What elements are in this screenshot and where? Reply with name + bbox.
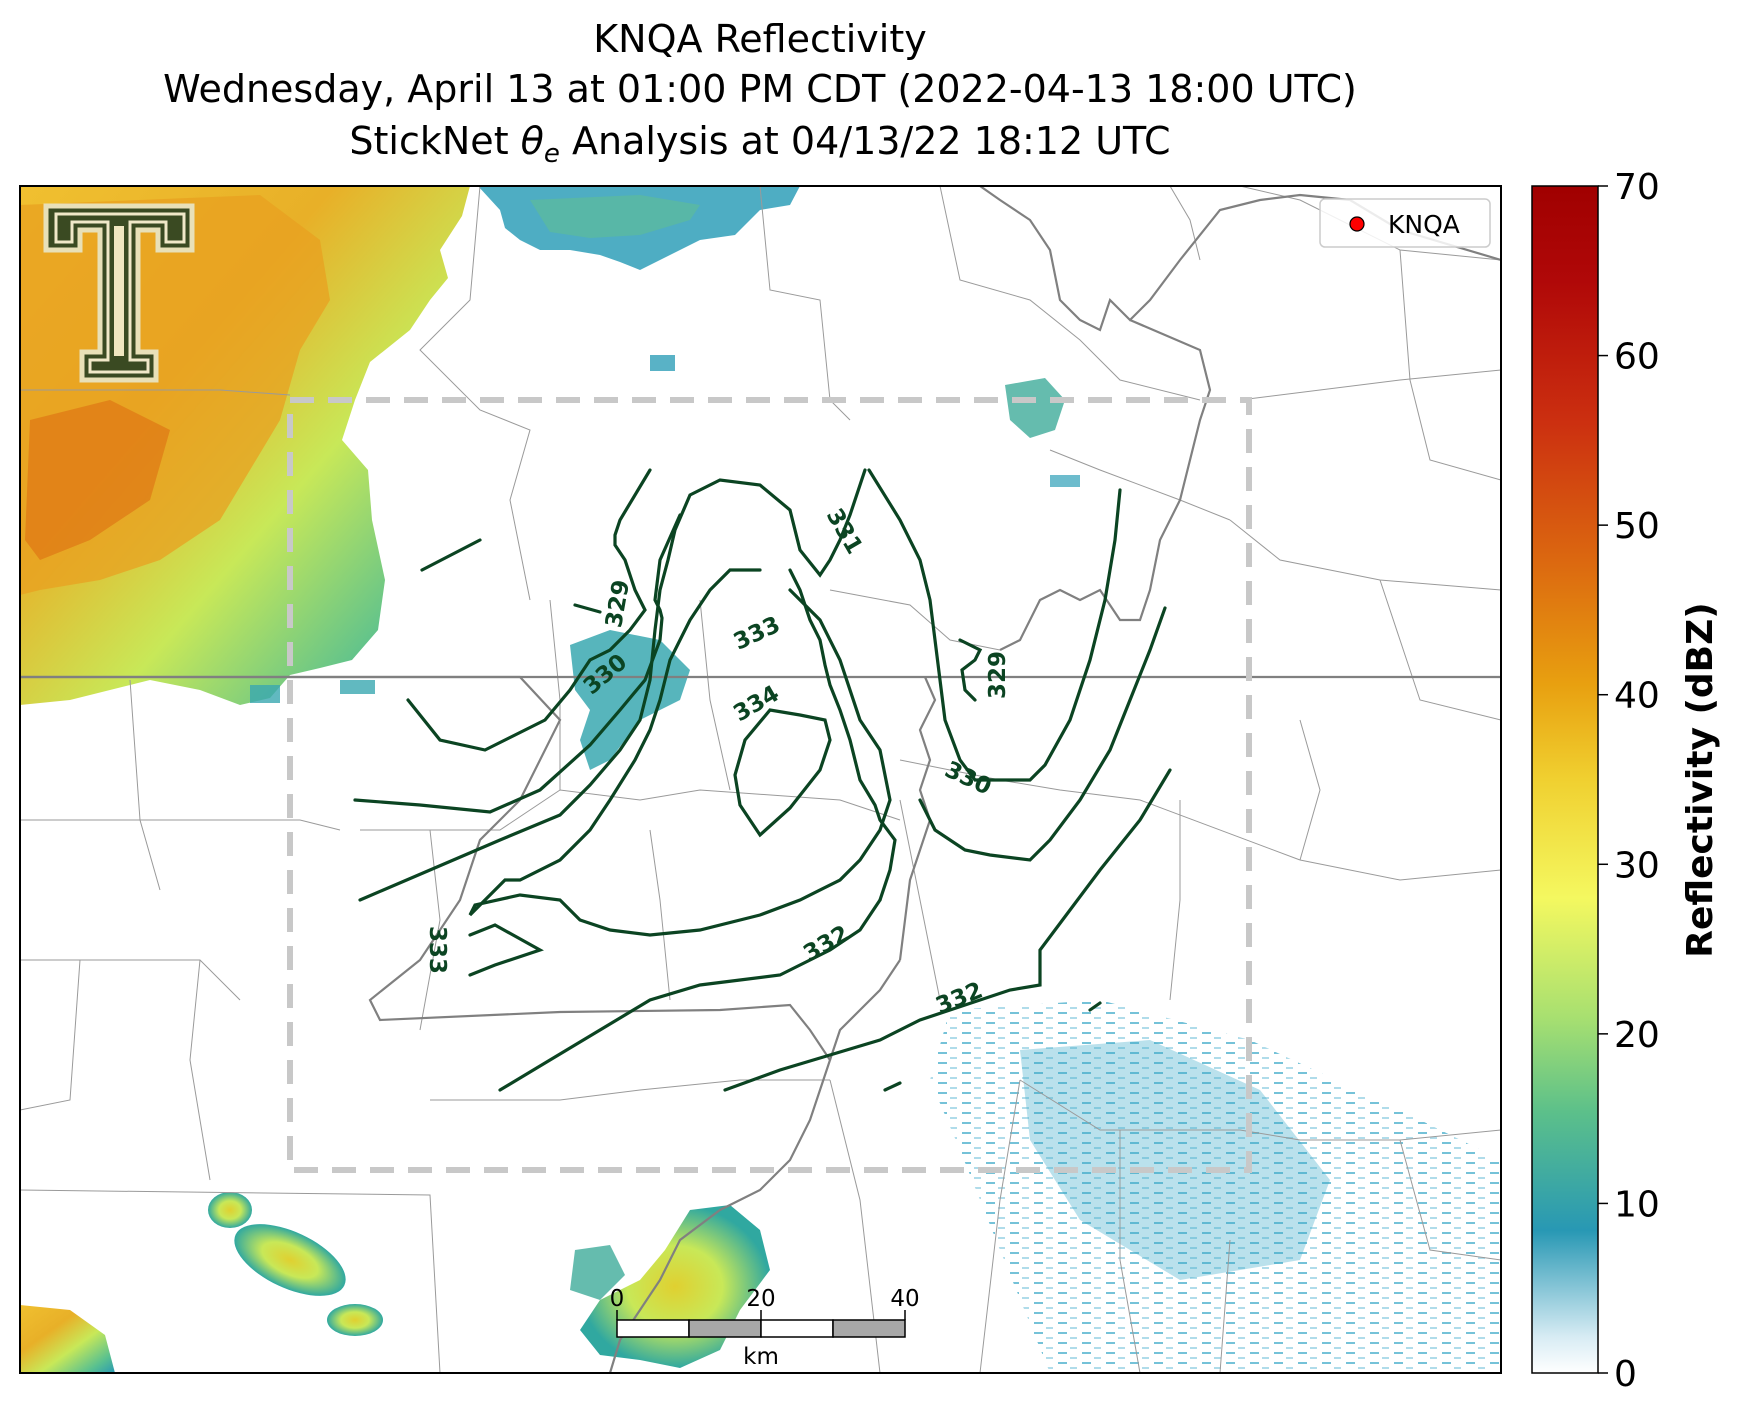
colorbar-tick-label: 30 <box>1614 845 1660 886</box>
colorbar-ticks: 0 10 20 30 40 50 60 70 <box>1598 167 1660 1395</box>
scale-tick-0: 0 <box>610 1286 625 1312</box>
analysis-domain-box <box>287 397 1252 1173</box>
scale-tick-40: 40 <box>890 1286 919 1312</box>
texas-tech-logo: T <box>43 203 195 383</box>
radar-echo-southeast-scatter <box>930 1000 1501 1373</box>
contour-tick-east <box>1088 1001 1102 1012</box>
radar-echo-southeast-dense <box>1020 1040 1330 1280</box>
colorbar-tick-label: 50 <box>1614 506 1660 547</box>
contour-332-southeast <box>723 768 1172 1092</box>
legend-label: KNQA <box>1388 210 1460 239</box>
contour-333 <box>468 568 892 937</box>
radar-cell-southwest-3 <box>327 1304 383 1336</box>
radar-echo-northeast-cluster <box>1005 378 1065 438</box>
contour-330-east <box>918 606 1167 862</box>
radar-echo-north-band-inner <box>530 195 700 238</box>
colorbar-label: Reflectivity (dBZ) <box>1680 602 1721 957</box>
colorbar-tick-label: 20 <box>1614 1015 1660 1056</box>
contour-331-east <box>867 468 1122 782</box>
title-line-1: KNQA Reflectivity <box>593 17 927 61</box>
theta-e-contours <box>353 468 1172 1092</box>
county-borders <box>20 186 1501 1373</box>
title-line-2: Wednesday, April 13 at 01:00 PM CDT (202… <box>163 67 1357 111</box>
contour-331-north <box>788 568 897 902</box>
radar-cell-southwest-1 <box>234 1224 346 1296</box>
contour-label-333-southwest: 333 <box>424 926 450 974</box>
colorbar-tick-label: 60 <box>1614 337 1660 378</box>
radar-cell-southwest-corner <box>20 1305 115 1373</box>
contour-333-southwest <box>468 923 544 977</box>
contour-330-tick-north <box>420 538 482 572</box>
contour-329-west <box>406 468 652 752</box>
scale-bar: 0 20 40 km <box>610 1286 920 1370</box>
colorbar-tick-label: 10 <box>1614 1184 1660 1225</box>
contour-331 <box>358 468 867 902</box>
contour-332-south <box>498 898 882 1092</box>
contour-label-329-east: 329 <box>985 651 1011 699</box>
title-line-3: StickNet θe Analysis at 04/13/22 18:12 U… <box>349 119 1170 169</box>
map-panel[interactable]: 329 330 331 333 334 329 330 333 332 332 … <box>20 186 1501 1373</box>
contour-tick-south <box>883 1081 902 1092</box>
contour-329-east <box>958 638 983 702</box>
colorbar-tick-label: 70 <box>1614 167 1660 208</box>
colorbar: 0 10 20 30 40 50 60 70 Reflectivity (dBZ) <box>1531 167 1721 1395</box>
colorbar-gradient <box>1531 185 1599 1374</box>
map-frame <box>19 185 1502 1374</box>
contour-330-west <box>353 513 682 814</box>
legend-marker <box>1349 216 1365 232</box>
figure-title: KNQA Reflectivity Wednesday, April 13 at… <box>163 17 1357 169</box>
contour-329-tick <box>573 603 602 614</box>
scale-unit: km <box>743 1344 779 1370</box>
radar-echo-northwest-heavy <box>25 400 170 560</box>
colorbar-tick-label: 0 <box>1614 1354 1637 1395</box>
radar-cell-southwest-2 <box>208 1192 252 1228</box>
colorbar-tick-label: 40 <box>1614 676 1660 717</box>
map-legend: KNQA <box>1319 198 1491 248</box>
contour-334 <box>733 708 832 838</box>
radar-cell-south-central-west <box>570 1245 625 1300</box>
scale-tick-20: 20 <box>746 1286 775 1312</box>
